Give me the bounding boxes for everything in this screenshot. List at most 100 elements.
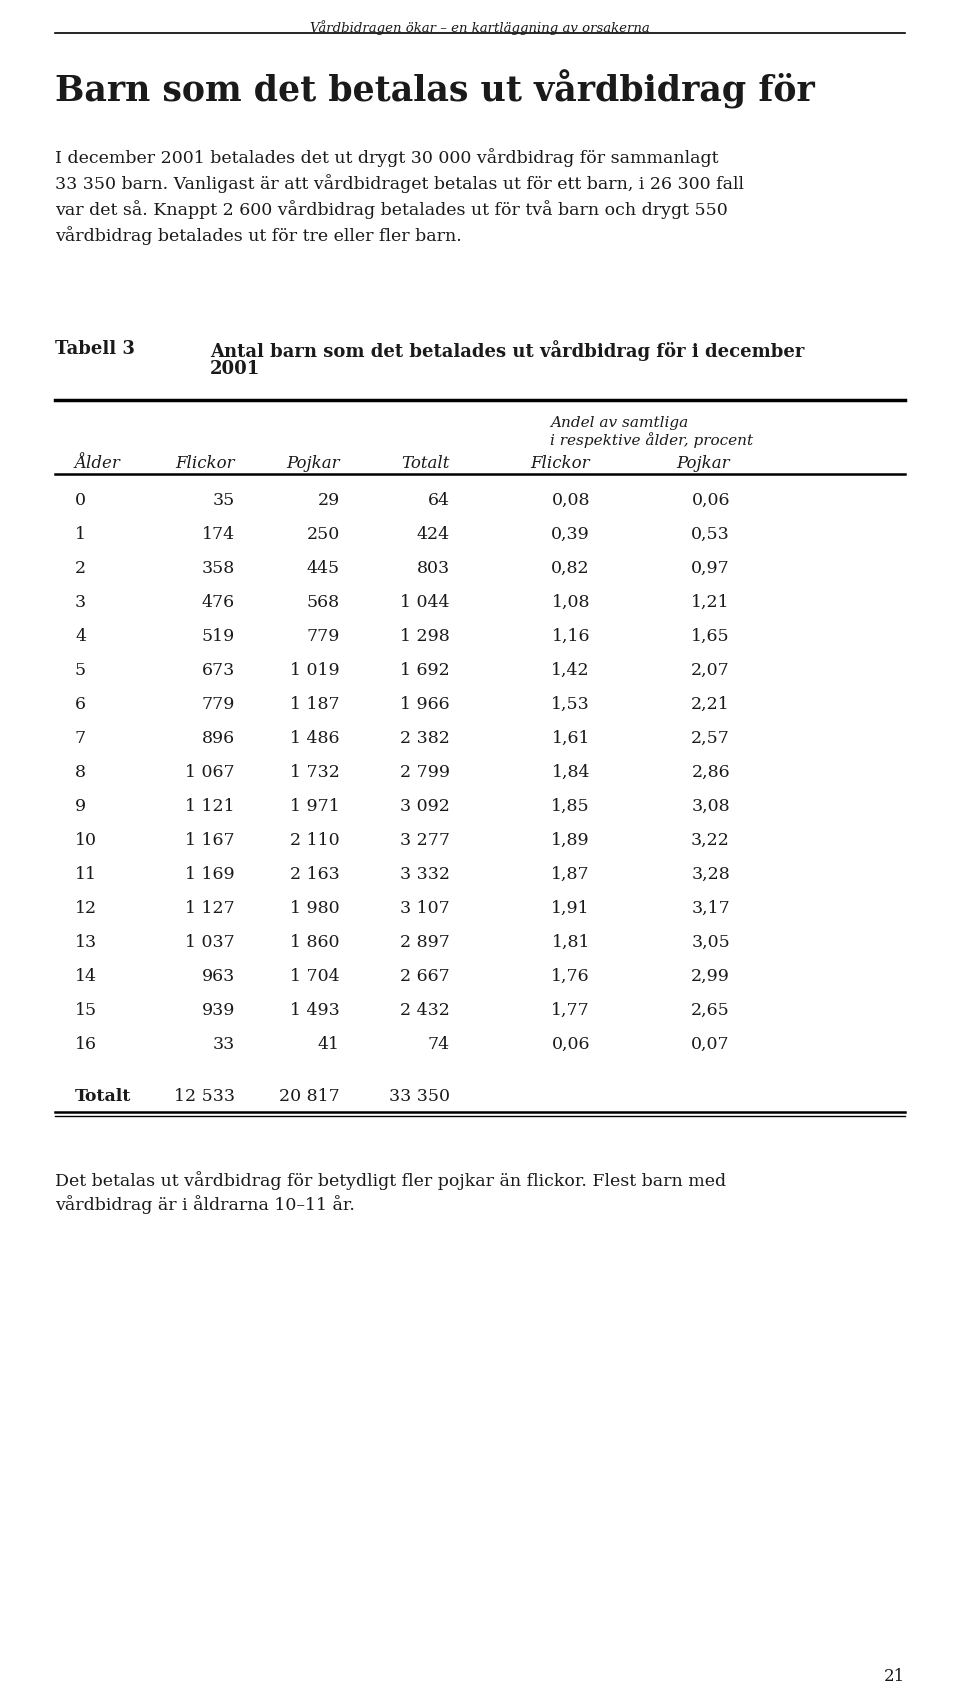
Text: Flickor: Flickor	[530, 455, 590, 472]
Text: 1,89: 1,89	[551, 832, 590, 849]
Text: 0,07: 0,07	[691, 1037, 730, 1054]
Text: 2 163: 2 163	[290, 866, 340, 883]
Text: 12 533: 12 533	[174, 1088, 235, 1105]
Text: 568: 568	[307, 593, 340, 610]
Text: 13: 13	[75, 934, 97, 951]
Text: 250: 250	[307, 527, 340, 542]
Text: 0,82: 0,82	[551, 559, 590, 576]
Text: 7: 7	[75, 730, 86, 747]
Text: 1,42: 1,42	[551, 662, 590, 679]
Text: 174: 174	[202, 527, 235, 542]
Text: 8: 8	[75, 764, 86, 781]
Text: 2 382: 2 382	[400, 730, 450, 747]
Text: 939: 939	[202, 1003, 235, 1020]
Text: Totalt: Totalt	[401, 455, 450, 472]
Text: 1 167: 1 167	[185, 832, 235, 849]
Text: Barn som det betalas ut vårdbidrag för: Barn som det betalas ut vårdbidrag för	[55, 70, 815, 109]
Text: 0,97: 0,97	[691, 559, 730, 576]
Text: 21: 21	[884, 1667, 905, 1685]
Text: 5: 5	[75, 662, 86, 679]
Text: Pojkar: Pojkar	[286, 455, 340, 472]
Text: 1 966: 1 966	[400, 696, 450, 713]
Text: 2 897: 2 897	[400, 934, 450, 951]
Text: 1,61: 1,61	[551, 730, 590, 747]
Text: 0,06: 0,06	[551, 1037, 590, 1054]
Text: 2 432: 2 432	[400, 1003, 450, 1020]
Text: 1 980: 1 980	[290, 900, 340, 917]
Text: 476: 476	[202, 593, 235, 610]
Text: 2 799: 2 799	[400, 764, 450, 781]
Text: 1 486: 1 486	[291, 730, 340, 747]
Text: 74: 74	[428, 1037, 450, 1054]
Text: 1 037: 1 037	[185, 934, 235, 951]
Text: Totalt: Totalt	[75, 1088, 132, 1105]
Text: 1 067: 1 067	[185, 764, 235, 781]
Text: 0,39: 0,39	[551, 527, 590, 542]
Text: 896: 896	[202, 730, 235, 747]
Text: var det så. Knappt 2 600 vårdbidrag betalades ut för två barn och drygt 550: var det så. Knappt 2 600 vårdbidrag beta…	[55, 199, 728, 218]
Text: 3,22: 3,22	[691, 832, 730, 849]
Text: 0,53: 0,53	[691, 527, 730, 542]
Text: 0,06: 0,06	[691, 493, 730, 510]
Text: vårdbidrag är i åldrarna 10–11 år.: vårdbidrag är i åldrarna 10–11 år.	[55, 1195, 355, 1214]
Text: 1,77: 1,77	[551, 1003, 590, 1020]
Text: 9: 9	[75, 798, 86, 815]
Text: 11: 11	[75, 866, 97, 883]
Text: 0: 0	[75, 493, 86, 510]
Text: 1 019: 1 019	[290, 662, 340, 679]
Text: 16: 16	[75, 1037, 97, 1054]
Text: Antal barn som det betalades ut vårdbidrag för i december: Antal barn som det betalades ut vårdbidr…	[210, 339, 804, 361]
Text: 64: 64	[428, 493, 450, 510]
Text: 1 169: 1 169	[185, 866, 235, 883]
Text: 358: 358	[202, 559, 235, 576]
Text: 1: 1	[75, 527, 86, 542]
Text: 33: 33	[213, 1037, 235, 1054]
Text: 1 971: 1 971	[290, 798, 340, 815]
Text: 2,86: 2,86	[691, 764, 730, 781]
Text: 2 110: 2 110	[290, 832, 340, 849]
Text: 10: 10	[75, 832, 97, 849]
Text: 1,76: 1,76	[551, 968, 590, 985]
Text: 1 121: 1 121	[185, 798, 235, 815]
Text: 12: 12	[75, 900, 97, 917]
Text: Flickor: Flickor	[176, 455, 235, 472]
Text: 4: 4	[75, 627, 86, 644]
Text: 1,16: 1,16	[551, 627, 590, 644]
Text: Pojkar: Pojkar	[677, 455, 730, 472]
Text: 779: 779	[306, 627, 340, 644]
Text: 779: 779	[202, 696, 235, 713]
Text: 35: 35	[213, 493, 235, 510]
Text: 424: 424	[417, 527, 450, 542]
Text: 3 277: 3 277	[400, 832, 450, 849]
Text: 3,17: 3,17	[691, 900, 730, 917]
Text: 2,57: 2,57	[691, 730, 730, 747]
Text: 2,21: 2,21	[691, 696, 730, 713]
Text: 1,65: 1,65	[691, 627, 730, 644]
Text: Vårdbidragen ökar – en kartläggning av orsakerna: Vårdbidragen ökar – en kartläggning av o…	[310, 20, 650, 34]
Text: Ålder: Ålder	[75, 455, 121, 472]
Text: 1 127: 1 127	[185, 900, 235, 917]
Text: 3,28: 3,28	[691, 866, 730, 883]
Text: 33 350 barn. Vanligast är att vårdbidraget betalas ut för ett barn, i 26 300 fal: 33 350 barn. Vanligast är att vårdbidrag…	[55, 174, 744, 193]
Text: 2,99: 2,99	[691, 968, 730, 985]
Text: 6: 6	[75, 696, 86, 713]
Text: 3 092: 3 092	[400, 798, 450, 815]
Text: 519: 519	[202, 627, 235, 644]
Text: 1 704: 1 704	[290, 968, 340, 985]
Text: 1,84: 1,84	[551, 764, 590, 781]
Text: 29: 29	[318, 493, 340, 510]
Text: 2,65: 2,65	[691, 1003, 730, 1020]
Text: 1,81: 1,81	[551, 934, 590, 951]
Text: 14: 14	[75, 968, 97, 985]
Text: 1 692: 1 692	[400, 662, 450, 679]
Text: vårdbidrag betalades ut för tre eller fler barn.: vårdbidrag betalades ut för tre eller fl…	[55, 227, 462, 246]
Text: 1 187: 1 187	[290, 696, 340, 713]
Text: 3: 3	[75, 593, 86, 610]
Text: 1 732: 1 732	[290, 764, 340, 781]
Text: 2,07: 2,07	[691, 662, 730, 679]
Text: 803: 803	[417, 559, 450, 576]
Text: 1,87: 1,87	[551, 866, 590, 883]
Text: 3 332: 3 332	[400, 866, 450, 883]
Text: Det betalas ut vårdbidrag för betydligt fler pojkar än flickor. Flest barn med: Det betalas ut vårdbidrag för betydligt …	[55, 1171, 726, 1190]
Text: I december 2001 betalades det ut drygt 30 000 vårdbidrag för sammanlagt: I december 2001 betalades det ut drygt 3…	[55, 148, 718, 167]
